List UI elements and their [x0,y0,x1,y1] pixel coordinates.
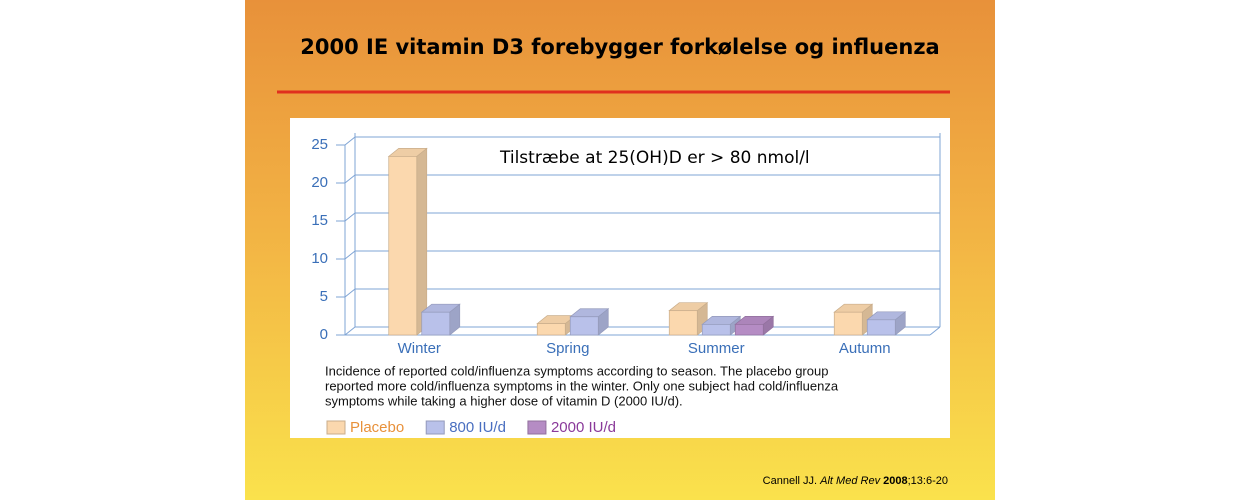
x-tick-label: Spring [546,340,589,357]
grid-slant [344,212,356,222]
y-tick-label: 25 [311,136,328,153]
bar [701,324,731,336]
y-tick-label: 20 [311,174,328,191]
x-tick-label: Winter [398,340,441,357]
y-tick-label: 0 [320,326,328,343]
bar-3d [701,315,742,336]
bar-3d [833,303,874,336]
legend-swatch [326,420,346,435]
grid-slant [344,326,356,336]
bar-side [416,147,428,336]
legend-swatch [527,420,547,435]
legend-label: Placebo [350,419,404,436]
grid-slant [344,288,356,298]
bar-3d [420,303,461,336]
bar-3d [387,147,428,336]
y-tick-label: 10 [311,250,328,267]
legend-label: 800 IU/d [449,419,506,436]
bar [569,316,599,336]
caption-line: symptoms while taking a higher dose of v… [325,393,683,408]
legend-label: 2000 IU/d [551,419,616,436]
caption-line: reported more cold/influenza symptoms in… [325,378,839,393]
bar [866,319,896,336]
bar [668,310,698,336]
floor-right [929,326,941,336]
bar [833,311,863,336]
bar [421,311,451,336]
citation-details: ;13:6-20 [908,475,948,487]
bar [388,156,418,336]
caption-line: Incidence of reported cold/influenza sym… [325,363,828,378]
y-tick-label: 15 [311,212,328,229]
citation: Cannell JJ. Alt Med Rev 2008;13:6-20 [763,475,948,487]
y-tick-label: 5 [320,288,328,305]
grid-slant [344,174,356,184]
bar-3d [734,315,775,336]
citation-author: Cannell JJ. [763,475,817,487]
bar-3d [668,301,709,336]
bar-3d [866,311,907,336]
x-tick-label: Autumn [839,340,891,357]
grid-slant [344,250,356,260]
bar [734,324,764,336]
citation-journal: Alt Med Rev [819,475,881,487]
slide-title: 2000 IE vitamin D3 forebygger forkølelse… [300,35,939,59]
bar-3d [569,308,610,336]
annotation: Tilstræbe at 25(OH)D er > 80 nmol/l [499,148,810,168]
grid-slant [344,136,356,146]
bar [536,323,566,336]
legend-swatch [425,420,445,435]
citation-year: 2008 [883,475,907,487]
x-tick-label: Summer [688,340,745,357]
